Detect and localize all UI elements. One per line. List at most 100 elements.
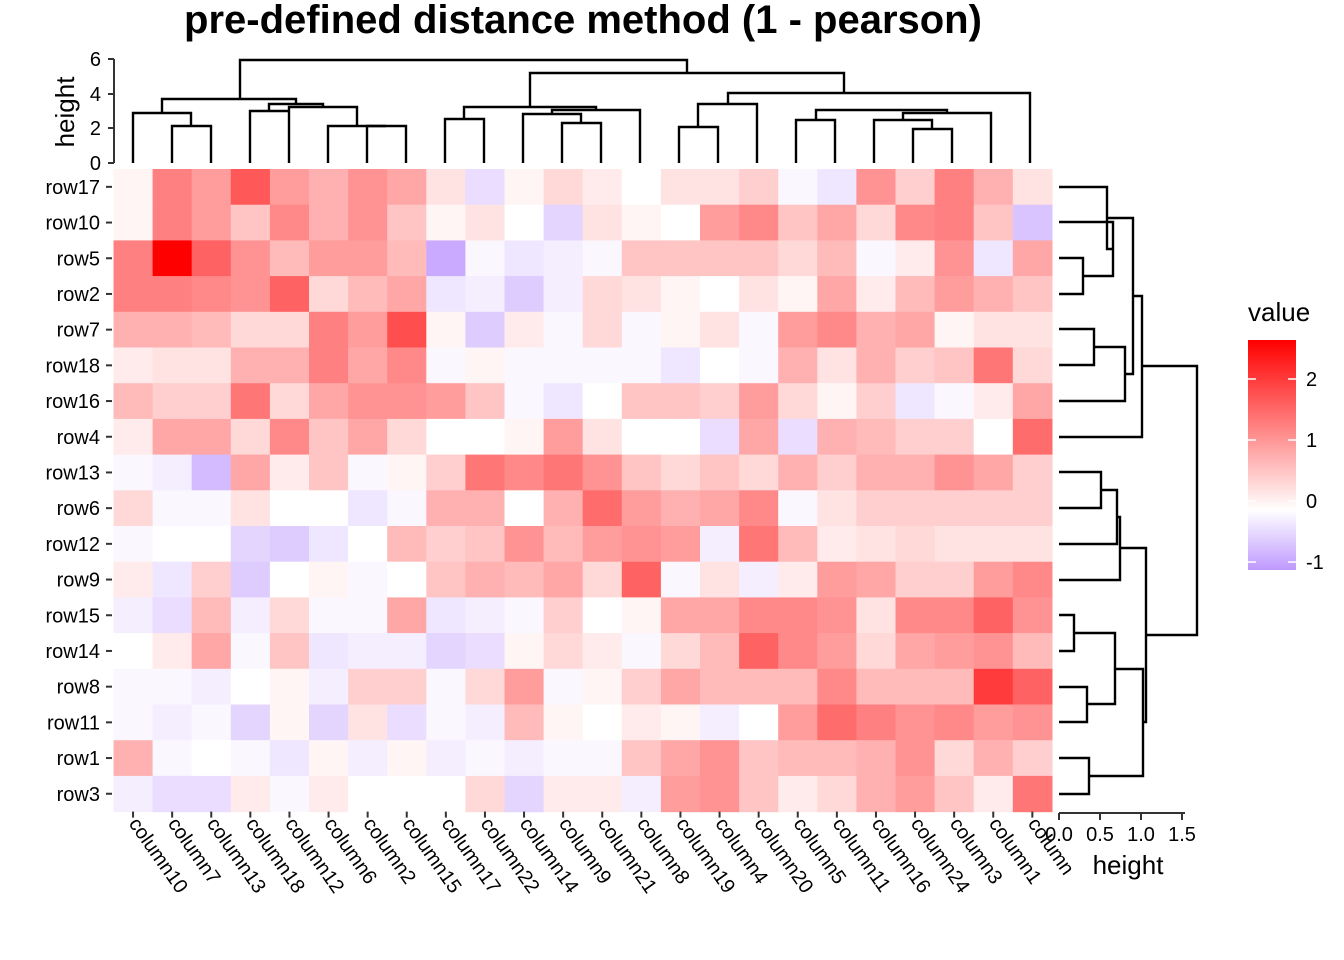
heatmap-cell [152, 454, 193, 491]
heatmap-cell [895, 240, 936, 277]
heatmap-cell [543, 418, 584, 456]
heatmap-cell [973, 597, 1014, 634]
heatmap-cell [113, 561, 154, 598]
heatmap-cell [934, 347, 975, 384]
heatmap-cell [934, 775, 975, 813]
heatmap-cell [660, 490, 701, 527]
heatmap-cell [934, 418, 975, 456]
heatmap-cell [504, 204, 545, 241]
heatmap-cell [817, 526, 857, 563]
heatmap-cell [895, 311, 936, 349]
heatmap-cell [152, 597, 193, 634]
heatmap-cell [739, 240, 779, 277]
heatmap-cell [934, 240, 975, 277]
dendrogram-branch [1059, 294, 1144, 439]
dendrogram-branch [1059, 256, 1085, 296]
heatmap-cell [973, 561, 1014, 598]
row-label: row11 [47, 712, 100, 734]
heatmap-cell [152, 383, 193, 420]
heatmap-cell [621, 597, 662, 634]
heatmap-cell [582, 169, 623, 206]
row-label: row12 [46, 534, 100, 556]
heatmap-cell [1012, 597, 1053, 634]
heatmap-cell [739, 454, 779, 491]
row-label: row9 [57, 570, 100, 592]
heatmap-cell [504, 169, 545, 206]
legend-tick-label: 0 [1306, 491, 1317, 513]
row-label: row8 [57, 677, 100, 699]
heatmap-cell [973, 383, 1014, 420]
dendrogram-branch [794, 118, 837, 163]
heatmap-cell [973, 169, 1014, 206]
dendrogram-branch [443, 117, 486, 163]
heatmap-cell [543, 454, 584, 491]
heatmap-cell [230, 240, 271, 277]
heatmap-cell [621, 704, 662, 741]
heatmap-cell [700, 775, 740, 813]
heatmap-cell [817, 240, 857, 277]
heatmap-cell [387, 347, 427, 384]
heatmap-cell [582, 526, 623, 563]
heatmap-cell [582, 633, 623, 670]
heatmap-cell [113, 740, 154, 777]
dendrogram-branch [814, 108, 949, 120]
heatmap-cell [387, 526, 427, 563]
heatmap-cell [660, 775, 701, 813]
heatmap-cell [465, 169, 506, 206]
heatmap-cell [621, 418, 662, 456]
heatmap-cell [895, 526, 936, 563]
dendrogram-branch [248, 109, 289, 163]
heatmap-cell [856, 454, 897, 491]
heatmap-cell [387, 454, 427, 491]
legend-tick-label: -1 [1306, 552, 1324, 574]
heatmap-cell [504, 490, 545, 527]
heatmap-cell [465, 668, 506, 706]
heatmap-cell [269, 597, 310, 634]
heatmap-cell [895, 418, 936, 456]
heatmap-cell [230, 418, 271, 456]
heatmap-cell [778, 704, 818, 741]
heatmap-cell [817, 490, 857, 527]
heatmap-cell [660, 347, 701, 384]
heatmap-cell [739, 204, 779, 241]
heatmap-cell [152, 311, 193, 349]
heatmap-cell [465, 740, 506, 777]
heatmap-cell [191, 276, 232, 313]
heatmap-cell [152, 561, 193, 598]
heatmap-cell [621, 526, 662, 563]
row-label: row18 [46, 355, 100, 377]
heatmap-cell [582, 276, 623, 313]
legend-title: value [1248, 297, 1310, 327]
heatmap-cell [543, 311, 584, 349]
heatmap-cell [191, 633, 232, 670]
dendrogram-branch [696, 102, 759, 163]
heatmap-cell [230, 204, 271, 241]
heatmap-cell [309, 383, 349, 420]
heatmap-cell [582, 383, 623, 420]
heatmap-cell [856, 347, 897, 384]
heatmap-cell [700, 169, 740, 206]
heatmap-cell [778, 418, 818, 456]
heatmap-cell [660, 418, 701, 456]
heatmap-cell [504, 454, 545, 491]
dendrogram-branch [1059, 220, 1115, 278]
heatmap-cell [817, 311, 857, 349]
heatmap-cell [113, 775, 154, 813]
heatmap-cell [113, 704, 154, 741]
heatmap-cell [778, 240, 818, 277]
heatmap-cell [504, 633, 545, 670]
right-dendrogram-ticks: 0.0 0.5 1.0 1.5 [1045, 813, 1196, 846]
heatmap-cell [895, 383, 936, 420]
heatmap-cell [895, 561, 936, 598]
heatmap-cell [660, 704, 701, 741]
heatmap-cell [269, 704, 310, 741]
heatmap-cell [348, 240, 388, 277]
heatmap-cell [191, 418, 232, 456]
heatmap-cell [465, 704, 506, 741]
heatmap-cells [113, 169, 1053, 813]
dendrogram-branch [911, 127, 954, 163]
heatmap-cell [778, 454, 818, 491]
heatmap-cell [739, 526, 779, 563]
heatmap-cell [621, 311, 662, 349]
heatmap-cell [895, 454, 936, 491]
